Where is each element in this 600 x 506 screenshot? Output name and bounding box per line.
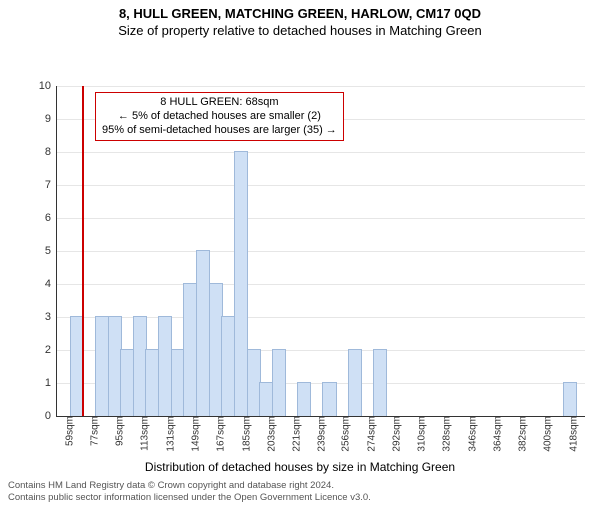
plot-area: 01234567891059sqm77sqm95sqm113sqm131sqm1… xyxy=(56,86,585,417)
x-tick-label: 256sqm xyxy=(341,416,352,452)
y-tick-label: 3 xyxy=(45,311,51,323)
reference-line xyxy=(82,86,84,416)
x-tick-label: 113sqm xyxy=(140,416,151,451)
x-tick-label: 364sqm xyxy=(492,416,503,452)
x-tick-label: 131sqm xyxy=(165,416,176,452)
x-tick-label: 292sqm xyxy=(391,416,402,452)
page-title-address: 8, HULL GREEN, MATCHING GREEN, HARLOW, C… xyxy=(0,6,600,21)
histogram-bar xyxy=(373,349,387,416)
page-subtitle: Size of property relative to detached ho… xyxy=(0,23,600,38)
histogram-bar xyxy=(272,349,286,416)
histogram-bar xyxy=(348,349,362,416)
y-tick-label: 0 xyxy=(45,410,51,422)
x-tick-label: 95sqm xyxy=(115,416,126,446)
x-tick-label: 221sqm xyxy=(292,416,303,452)
x-tick-label: 185sqm xyxy=(241,416,252,452)
y-tick-label: 10 xyxy=(39,80,51,92)
histogram-bar xyxy=(563,382,577,416)
y-tick-label: 1 xyxy=(45,377,51,389)
histogram-bar xyxy=(297,382,311,416)
x-tick-label: 418sqm xyxy=(568,416,579,452)
gridline-h xyxy=(57,152,585,153)
x-tick-label: 203sqm xyxy=(266,416,277,452)
footer-line-1: Contains HM Land Registry data © Crown c… xyxy=(8,480,592,492)
x-tick-label: 346sqm xyxy=(467,416,478,452)
y-tick-label: 9 xyxy=(45,113,51,125)
histogram-bar xyxy=(322,382,336,416)
x-tick-label: 59sqm xyxy=(64,416,75,446)
footer-line-2: Contains public sector information licen… xyxy=(8,492,592,504)
gridline-h xyxy=(57,185,585,186)
y-tick-label: 4 xyxy=(45,278,51,290)
x-axis-label: Distribution of detached houses by size … xyxy=(0,460,600,474)
y-tick-label: 2 xyxy=(45,344,51,356)
reference-callout: 8 HULL GREEN: 68sqm← 5% of detached hous… xyxy=(95,92,344,141)
gridline-h xyxy=(57,218,585,219)
chart-container: Number of detached properties 0123456789… xyxy=(0,38,600,456)
y-tick-label: 5 xyxy=(45,245,51,257)
y-tick-label: 6 xyxy=(45,212,51,224)
callout-line-3: 95% of semi-detached houses are larger (… xyxy=(102,124,337,138)
y-tick-label: 8 xyxy=(45,146,51,158)
gridline-h xyxy=(57,251,585,252)
x-tick-label: 310sqm xyxy=(417,416,428,452)
x-tick-label: 77sqm xyxy=(89,416,100,446)
callout-line-1: 8 HULL GREEN: 68sqm xyxy=(102,96,337,110)
gridline-h xyxy=(57,284,585,285)
x-tick-label: 400sqm xyxy=(543,416,554,452)
y-tick-label: 7 xyxy=(45,179,51,191)
callout-line-2: ← 5% of detached houses are smaller (2) xyxy=(102,110,337,124)
attribution-footer: Contains HM Land Registry data © Crown c… xyxy=(0,474,600,505)
x-tick-label: 274sqm xyxy=(366,416,377,452)
x-tick-label: 239sqm xyxy=(317,416,328,452)
x-tick-label: 328sqm xyxy=(442,416,453,452)
x-tick-label: 382sqm xyxy=(518,416,529,452)
gridline-h xyxy=(57,86,585,87)
x-tick-label: 149sqm xyxy=(191,416,202,452)
x-tick-label: 167sqm xyxy=(216,416,227,452)
